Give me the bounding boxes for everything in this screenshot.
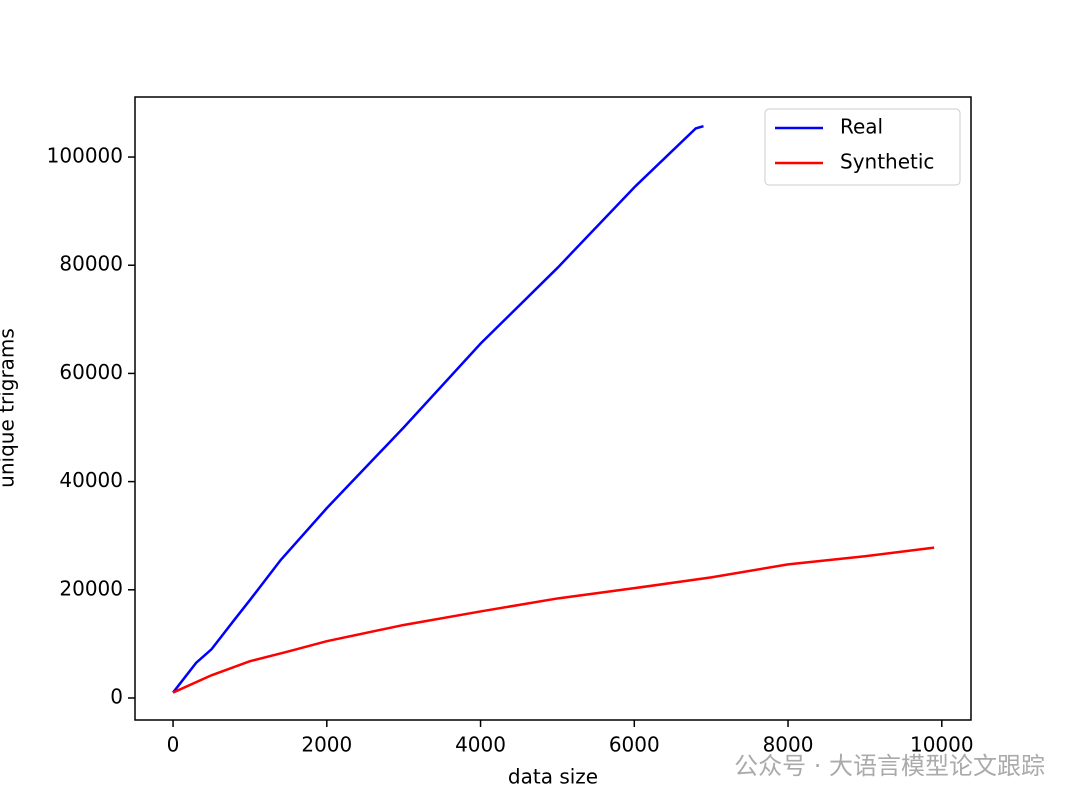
- x-tick-label: 10000: [910, 733, 974, 757]
- y-tick-label: 0: [110, 684, 123, 708]
- x-tick-label: 8000: [763, 733, 814, 757]
- legend-label: Real: [840, 115, 883, 139]
- x-tick-label: 4000: [455, 733, 506, 757]
- x-tick-label: 6000: [609, 733, 660, 757]
- y-axis-label: unique trigrams: [0, 328, 19, 488]
- y-tick-label: 20000: [59, 576, 123, 600]
- plot-frame: [134, 96, 972, 721]
- series-line: [172, 125, 704, 694]
- y-tick-label: 80000: [59, 252, 123, 276]
- x-tick-label: 0: [167, 733, 180, 757]
- y-tick-label: 60000: [59, 360, 123, 384]
- series-line: [172, 546, 935, 694]
- y-tick-label: 40000: [59, 468, 123, 492]
- watermark: 公众号 · 大语言模型论文跟踪: [734, 752, 1045, 780]
- legend-label: Synthetic: [840, 150, 934, 174]
- x-tick-label: 2000: [301, 733, 352, 757]
- y-tick-label: 100000: [47, 144, 123, 168]
- x-axis-label: data size: [508, 765, 598, 789]
